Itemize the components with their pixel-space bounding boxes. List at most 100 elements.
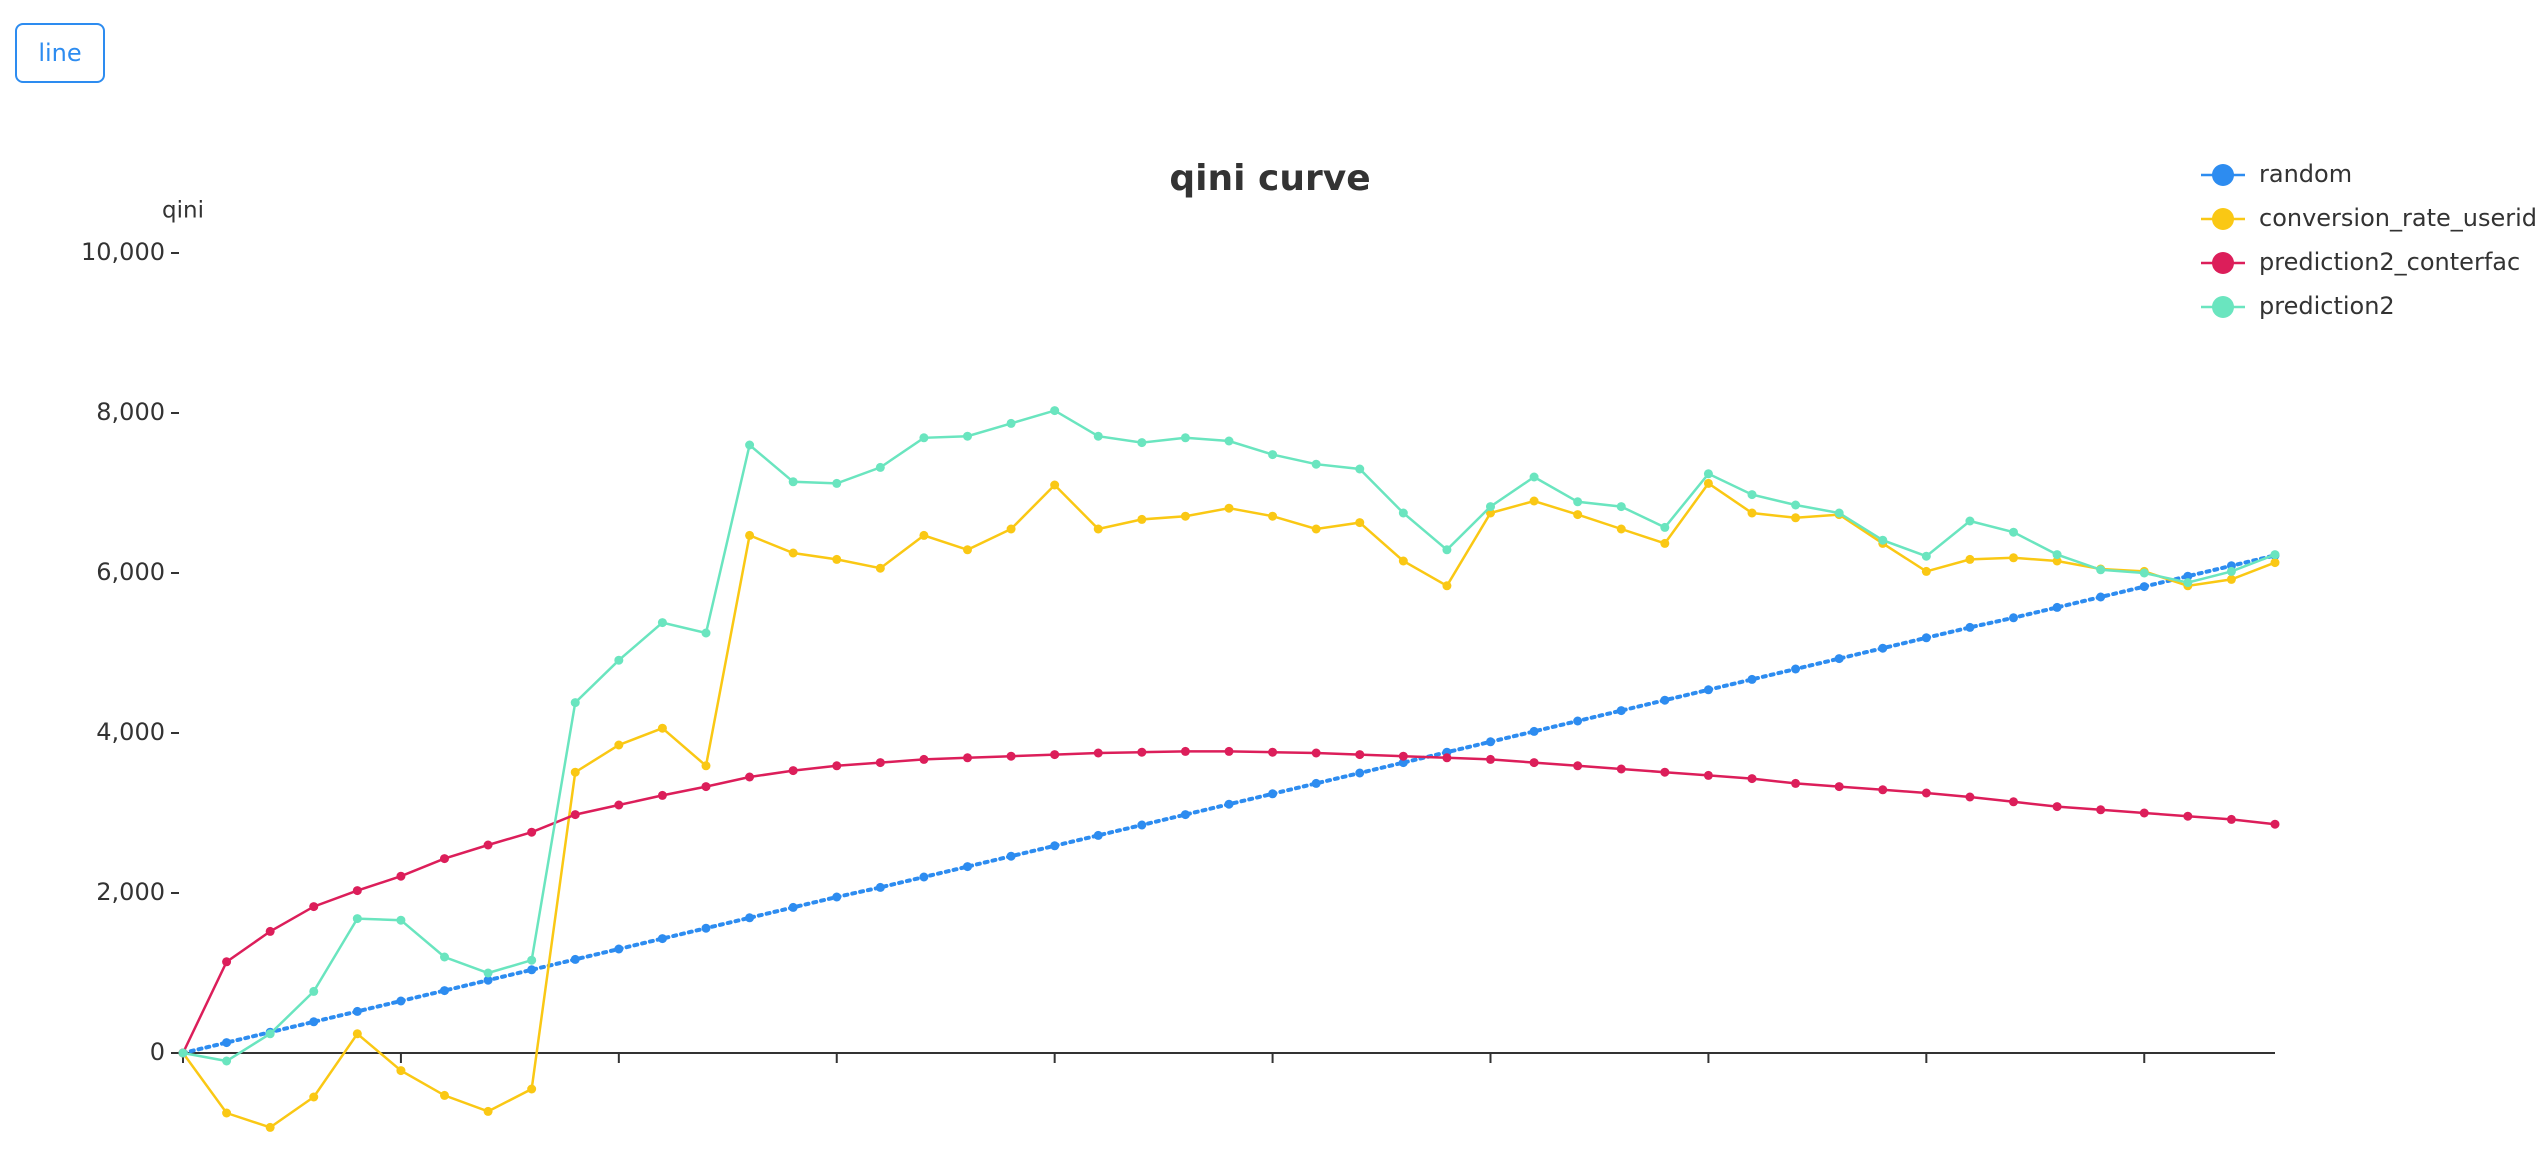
data-point (1442, 753, 1452, 763)
data-point (963, 431, 972, 441)
legend-marker (2212, 164, 2234, 186)
data-point (657, 618, 667, 628)
data-point (788, 548, 798, 558)
data-point (2183, 578, 2193, 588)
data-point (1747, 674, 1757, 684)
data-point (2009, 553, 2018, 563)
legend-label: prediction2 (2259, 292, 2395, 320)
data-point (657, 723, 667, 733)
data-point (1834, 654, 1844, 664)
series-line (181, 750, 2276, 1054)
data-point (1791, 500, 1801, 510)
y-tick-label: 0 (150, 1038, 165, 1066)
data-point (1965, 792, 1975, 802)
data-point (2052, 602, 2062, 612)
data-point (1311, 459, 1321, 469)
data-point (1616, 502, 1626, 512)
data-point (1878, 643, 1888, 653)
data-point (1921, 566, 1931, 576)
data-point (2139, 568, 2149, 578)
legend-label: random (2259, 160, 2352, 188)
data-point (527, 827, 537, 837)
data-point (1660, 538, 1670, 548)
data-point (178, 1048, 188, 1058)
data-point (527, 955, 537, 965)
data-point (1573, 761, 1583, 771)
data-point (222, 957, 232, 967)
legend-label: conversion_rate_userid (2259, 204, 2537, 232)
data-point (1180, 433, 1190, 443)
data-point (832, 554, 842, 564)
data-point (1224, 436, 1234, 446)
data-point (2052, 550, 2062, 560)
data-point (1616, 524, 1626, 534)
data-point (701, 782, 711, 792)
data-point (875, 563, 885, 573)
data-point (657, 934, 667, 944)
data-point (963, 545, 972, 555)
data-point (2096, 592, 2106, 602)
data-point (1137, 747, 1147, 757)
data-point (1180, 746, 1190, 756)
legend-marker (2212, 208, 2234, 230)
data-point (2009, 527, 2018, 537)
data-point (440, 854, 449, 864)
data-point (1050, 406, 1060, 416)
line-button[interactable]: line (15, 23, 105, 83)
data-point (1093, 431, 1103, 441)
data-point (875, 758, 885, 768)
y-tick-label: 6,000 (96, 558, 165, 586)
data-point (483, 968, 493, 978)
data-point (745, 440, 755, 450)
data-point (1311, 748, 1321, 758)
data-point (1965, 516, 1975, 526)
data-point (1006, 524, 1016, 534)
data-point (1006, 851, 1016, 861)
data-point (352, 1006, 362, 1016)
y-axis-label: qini (162, 198, 204, 224)
data-point (1355, 518, 1365, 528)
data-point (309, 902, 319, 912)
data-point (1791, 513, 1801, 523)
data-point (1050, 750, 1060, 760)
data-point (2183, 571, 2193, 581)
data-point (1573, 510, 1583, 520)
data-point (1703, 469, 1713, 479)
data-point (1311, 524, 1321, 534)
data-point (1878, 535, 1888, 545)
data-point (352, 914, 362, 924)
data-point (1834, 782, 1844, 792)
data-point (1355, 750, 1365, 760)
data-point (2139, 582, 2149, 592)
data-point (352, 1029, 362, 1039)
data-point (1529, 472, 1539, 482)
y-tick-label: 2,000 (96, 878, 165, 906)
data-point (2270, 550, 2280, 560)
data-point (1616, 706, 1626, 716)
data-point (1747, 490, 1757, 500)
data-point (1965, 622, 1975, 632)
data-point (483, 975, 493, 985)
data-point (1093, 830, 1103, 840)
data-point (745, 530, 755, 540)
data-point (1573, 497, 1583, 507)
data-point (701, 923, 711, 933)
data-point (309, 1092, 319, 1102)
data-point (1529, 758, 1539, 768)
data-point (265, 926, 275, 936)
data-point (1006, 418, 1016, 428)
data-point (1616, 764, 1626, 774)
data-point (614, 740, 624, 750)
data-point (2052, 802, 2062, 812)
data-point (1224, 799, 1234, 809)
data-point (1137, 438, 1147, 448)
data-point (875, 882, 885, 892)
data-point (919, 754, 929, 764)
data-point (2270, 558, 2280, 568)
data-point (2226, 566, 2236, 576)
data-point (657, 790, 667, 800)
data-point (1137, 820, 1147, 830)
data-point (788, 477, 798, 487)
data-point (701, 628, 711, 638)
data-point (570, 954, 580, 964)
